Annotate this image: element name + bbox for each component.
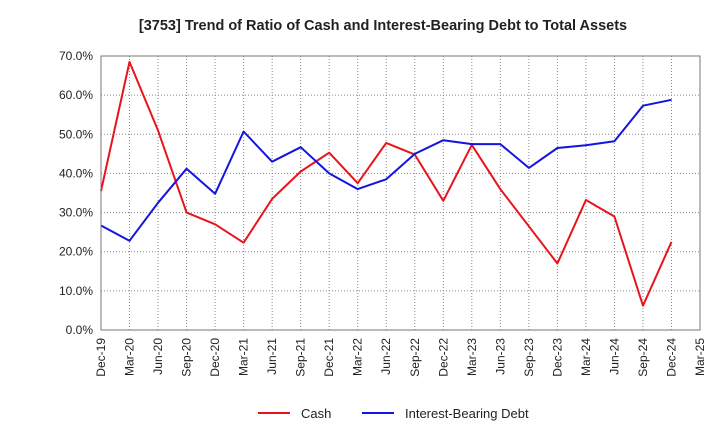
legend-label: Interest-Bearing Debt: [405, 406, 529, 421]
x-tick-label: Mar-23: [465, 338, 479, 376]
x-tick-label: Sep-21: [294, 338, 308, 377]
legend: Cash Interest-Bearing Debt: [258, 406, 529, 421]
x-tick-label: Dec-21: [322, 338, 336, 377]
chart-title: [3753] Trend of Ratio of Cash and Intere…: [139, 18, 627, 34]
y-axis-ticks: 0.0% 10.0% 20.0% 30.0% 40.0% 50.0% 60.0% 70.0%: [59, 49, 93, 337]
plot-frame: [100, 55, 701, 331]
y-tick-label: 50.0%: [59, 127, 93, 141]
y-tick-label: 20.0%: [59, 245, 93, 259]
series-line-interest-bearing-debt: [100, 98, 672, 242]
x-axis-ticks: Dec-19 Mar-20 Jun-20 Sep-20 Dec-20 Mar-21 Jun-…: [94, 338, 707, 377]
x-tick-label: Dec-20: [208, 338, 222, 377]
x-tick-label: Jun-22: [379, 338, 393, 375]
x-tick-label: Mar-20: [123, 338, 137, 376]
y-tick-label: 10.0%: [59, 284, 93, 298]
x-tick-label: Jun-20: [151, 338, 165, 375]
y-tick-label: 70.0%: [59, 49, 93, 63]
x-tick-label: Mar-24: [579, 338, 593, 376]
x-tick-label: Sep-23: [522, 338, 536, 377]
x-tick-label: Dec-22: [436, 338, 450, 377]
x-tick-label: Sep-20: [180, 338, 194, 377]
series-lines: [100, 60, 673, 307]
legend-label: Cash: [301, 406, 331, 421]
gridlines: [101, 56, 700, 330]
y-tick-label: 60.0%: [59, 88, 93, 102]
x-tick-label: Mar-25: [693, 338, 707, 376]
x-tick-label: Sep-22: [408, 338, 422, 377]
x-tick-label: Jun-23: [493, 338, 507, 375]
y-tick-label: 0.0%: [66, 323, 94, 337]
x-tick-label: Dec-19: [94, 338, 108, 377]
series-line-cash: [100, 60, 673, 307]
x-tick-label: Mar-22: [351, 338, 365, 376]
x-tick-label: Jun-24: [607, 338, 621, 375]
y-tick-label: 40.0%: [59, 166, 93, 180]
x-tick-label: Mar-21: [237, 338, 251, 376]
x-tick-label: Jun-21: [265, 338, 279, 375]
x-tick-label: Dec-24: [664, 338, 678, 377]
x-tick-label: Sep-24: [636, 338, 650, 377]
y-tick-label: 30.0%: [59, 206, 93, 220]
x-tick-label: Dec-23: [550, 338, 564, 377]
